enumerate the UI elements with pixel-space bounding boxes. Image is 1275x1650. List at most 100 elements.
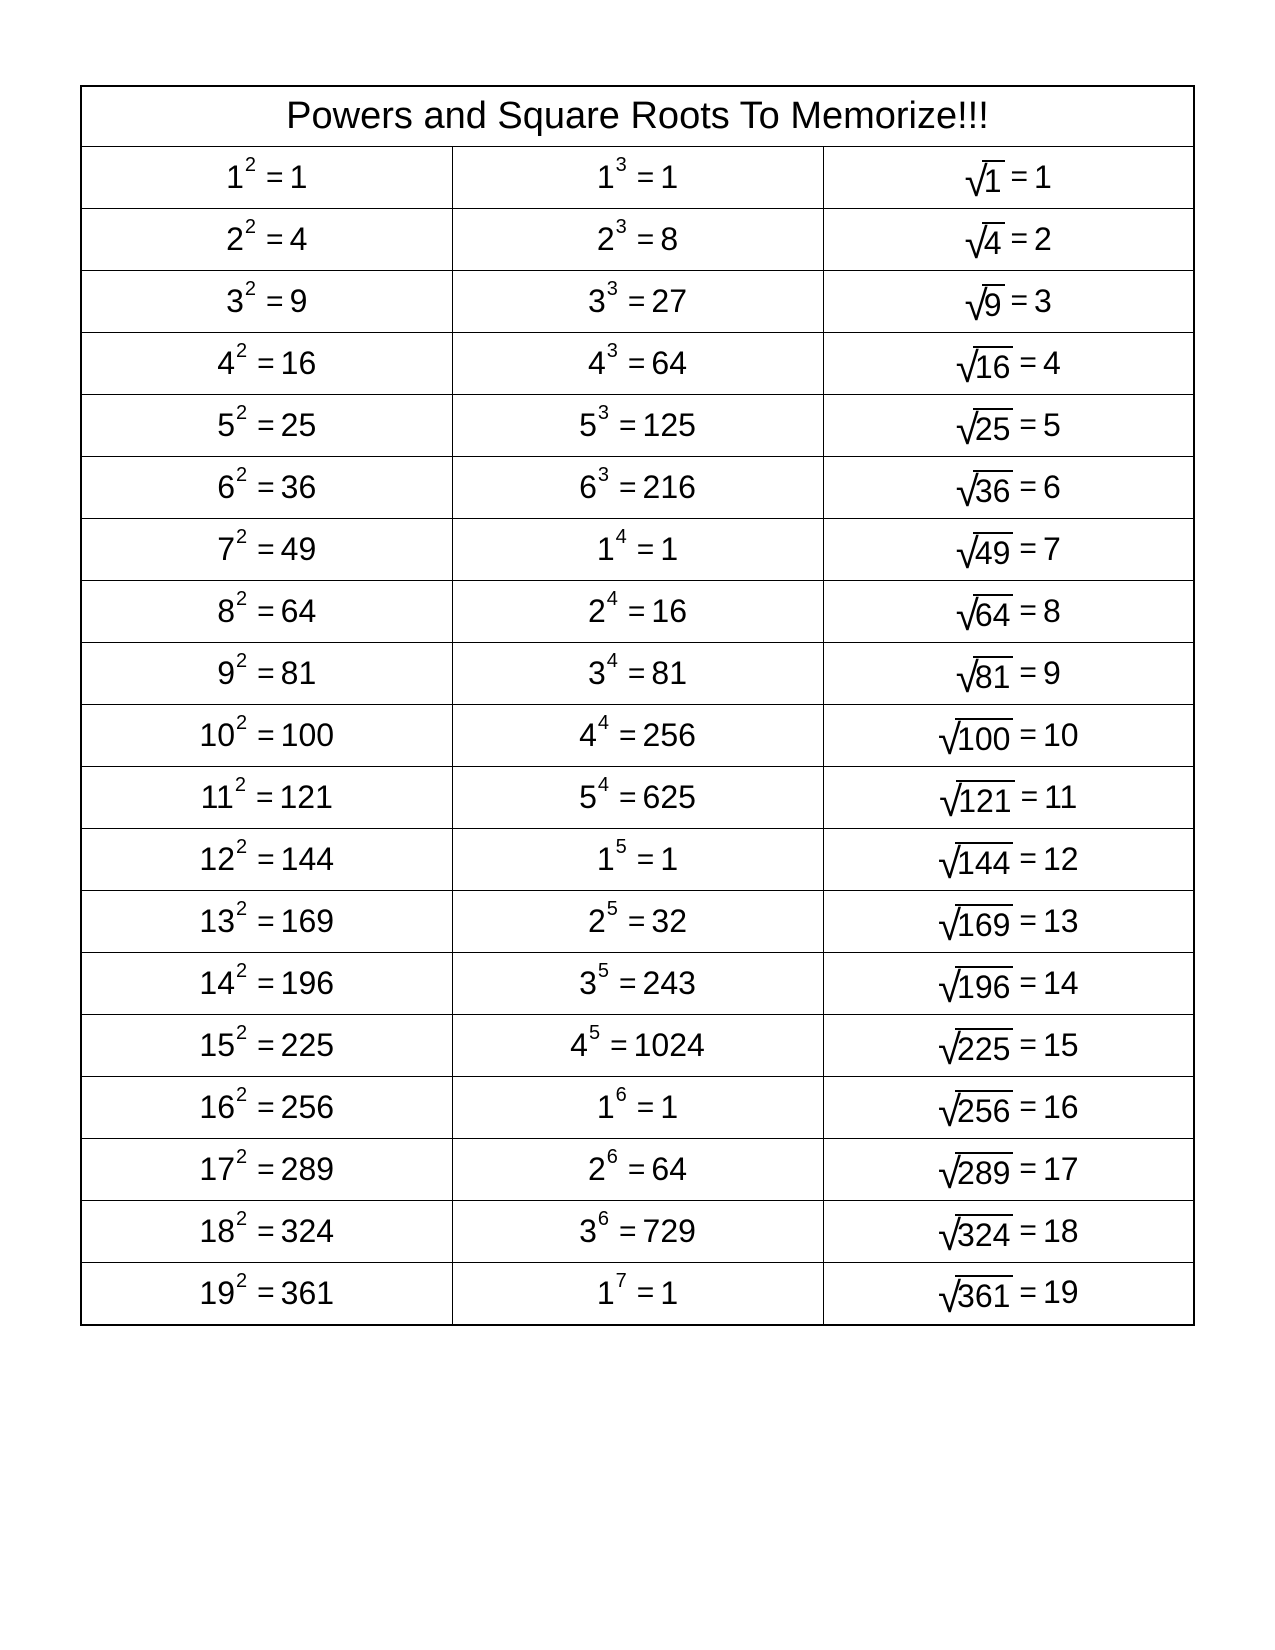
power-exponent: 2 (236, 712, 247, 735)
sqrt-result: 13 (1043, 903, 1079, 940)
title-row: Powers and Square Roots To Memorize!!! (81, 86, 1194, 147)
power-expression: 45=1024 (570, 1027, 705, 1064)
table-cell: 17=1 (452, 1263, 823, 1325)
equals-sign: = (257, 1215, 275, 1249)
equals-sign: = (1019, 842, 1037, 876)
sqrt-symbol-wrap: √64 (956, 590, 1014, 632)
table-cell: 24=16 (452, 581, 823, 643)
table-cell: 25=32 (452, 891, 823, 953)
table-cell: √25=5 (823, 395, 1194, 457)
equals-sign: = (1019, 1214, 1037, 1248)
equals-sign: = (628, 905, 646, 939)
power-expression: 62=36 (217, 469, 316, 506)
power-expression: 152=225 (199, 1027, 334, 1064)
table-row: 172=28926=64√289=17 (81, 1139, 1194, 1201)
equals-sign: = (257, 657, 275, 691)
table-cell: 62=36 (81, 457, 452, 519)
power-result: 1 (660, 159, 678, 196)
power-result: 169 (281, 903, 334, 940)
power-base: 8 (217, 593, 235, 630)
equals-sign: = (1011, 222, 1029, 256)
table-cell: 42=16 (81, 333, 452, 395)
sqrt-symbol-wrap: √36 (956, 466, 1014, 508)
power-result: 32 (651, 903, 687, 940)
sqrt-radicand: 121 (956, 780, 1014, 820)
equals-sign: = (628, 347, 646, 381)
power-result: 289 (281, 1151, 334, 1188)
equals-sign: = (619, 471, 637, 505)
table-cell: 122=144 (81, 829, 452, 891)
power-base: 17 (199, 1151, 235, 1188)
equals-sign: = (619, 967, 637, 1001)
power-expression: 23=8 (597, 221, 678, 258)
equals-sign: = (1019, 1028, 1037, 1062)
table-cell: 33=27 (452, 271, 823, 333)
power-exponent: 5 (616, 836, 627, 859)
equals-sign: = (637, 1091, 655, 1125)
power-result: 16 (281, 345, 317, 382)
power-base: 6 (217, 469, 235, 506)
equals-sign: = (257, 1276, 275, 1310)
power-exponent: 5 (589, 1022, 600, 1045)
table-cell: 32=9 (81, 271, 452, 333)
sqrt-symbol-wrap: √196 (938, 962, 1013, 1004)
equals-sign: = (256, 781, 274, 815)
sqrt-expression: √36=6 (956, 466, 1061, 508)
table-row: 72=4914=1√49=7 (81, 519, 1194, 581)
power-result: 216 (643, 469, 696, 506)
power-expression: 142=196 (199, 965, 334, 1002)
sqrt-result: 14 (1043, 965, 1079, 1002)
sqrt-expression: √225=15 (938, 1024, 1079, 1066)
table-cell: 35=243 (452, 953, 823, 1015)
equals-sign: = (1019, 718, 1037, 752)
sqrt-result: 1 (1034, 159, 1052, 196)
equals-sign: = (1011, 160, 1029, 194)
sqrt-result: 8 (1043, 593, 1061, 630)
power-expression: 112=121 (201, 779, 333, 816)
table-cell: 162=256 (81, 1077, 452, 1139)
table-cell: √289=17 (823, 1139, 1194, 1201)
power-result: 256 (281, 1089, 334, 1126)
power-exponent: 4 (598, 774, 609, 797)
equals-sign: = (257, 843, 275, 877)
power-exponent: 2 (236, 960, 247, 983)
table-row: 92=8134=81√81=9 (81, 643, 1194, 705)
power-expression: 192=361 (199, 1275, 334, 1312)
equals-sign: = (1019, 470, 1037, 504)
power-exponent: 2 (236, 836, 247, 859)
sqrt-radicand: 100 (955, 718, 1013, 758)
sqrt-expression: √289=17 (938, 1148, 1079, 1190)
power-base: 2 (588, 1151, 606, 1188)
table-cell: √196=14 (823, 953, 1194, 1015)
sqrt-expression: √49=7 (956, 528, 1061, 570)
equals-sign: = (1019, 594, 1037, 628)
power-base: 4 (570, 1027, 588, 1064)
power-exponent: 2 (236, 340, 247, 363)
sqrt-radicand: 225 (955, 1028, 1013, 1068)
power-exponent: 2 (245, 278, 256, 301)
power-exponent: 3 (598, 464, 609, 487)
table-cell: √169=13 (823, 891, 1194, 953)
equals-sign: = (637, 843, 655, 877)
table-cell: √100=10 (823, 705, 1194, 767)
power-base: 2 (226, 221, 244, 258)
sqrt-symbol-wrap: √81 (956, 652, 1014, 694)
power-result: 729 (643, 1213, 696, 1250)
power-expression: 72=49 (217, 531, 316, 568)
power-expression: 33=27 (588, 283, 687, 320)
power-expression: 63=216 (579, 469, 696, 506)
power-result: 16 (651, 593, 687, 630)
equals-sign: = (257, 533, 275, 567)
sqrt-expression: √81=9 (956, 652, 1061, 694)
sqrt-symbol-wrap: √16 (956, 342, 1014, 384)
equals-sign: = (619, 409, 637, 443)
table-cell: 92=81 (81, 643, 452, 705)
power-base: 4 (217, 345, 235, 382)
power-expression: 25=32 (588, 903, 687, 940)
power-result: 225 (281, 1027, 334, 1064)
sqrt-symbol-wrap: √121 (939, 776, 1014, 818)
power-exponent: 3 (616, 216, 627, 239)
sqrt-radicand: 144 (955, 842, 1013, 882)
power-result: 27 (651, 283, 687, 320)
power-result: 625 (643, 779, 696, 816)
